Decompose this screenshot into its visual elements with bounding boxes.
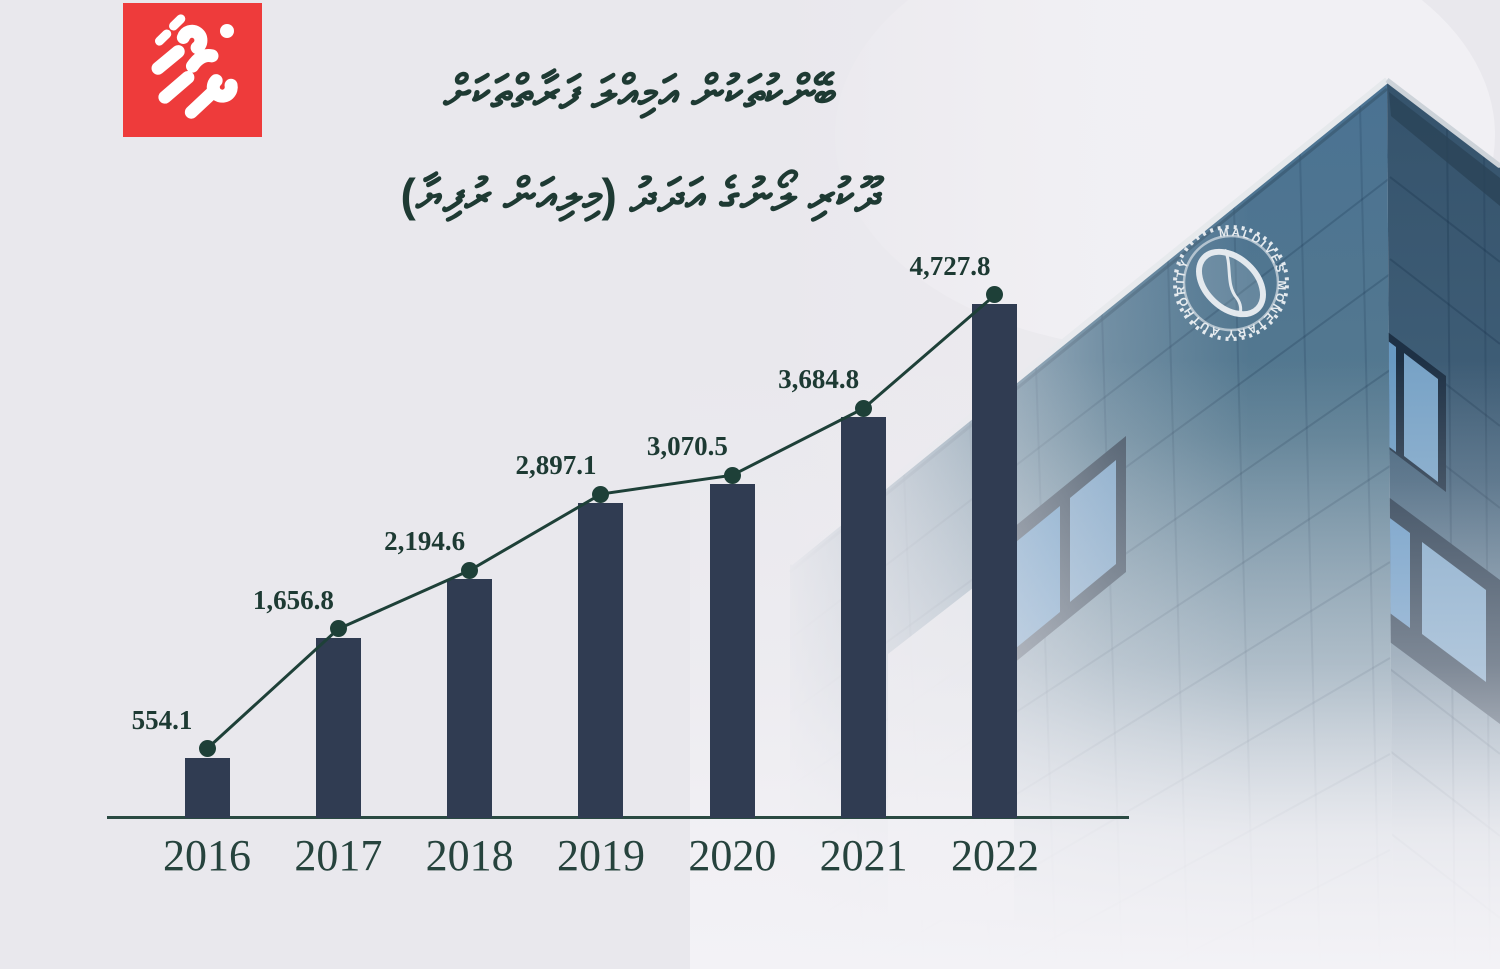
- bar-2020: [709, 484, 755, 818]
- point-2017: [329, 620, 347, 638]
- value-label-2019: 2,897.1: [515, 450, 597, 481]
- chart-title-line1: ބޭންކުތަކުން އަމިއްލަ ފަރާތްތަކަށް: [443, 66, 837, 118]
- value-label-2021: 3,684.8: [778, 364, 860, 395]
- mihaaru-logo-mark: [151, 14, 238, 119]
- chart-title-line2: ދޫކުރި ލޯނުގެ އަދަދު (މިލިއަން ރުފިޔާ): [400, 169, 880, 221]
- bar-2021: [841, 417, 887, 818]
- value-label-2022: 4,727.8: [909, 250, 991, 281]
- bar-2017: [315, 637, 361, 818]
- bar-2018: [447, 579, 493, 818]
- x-tick-2022: 2022: [950, 831, 1039, 880]
- x-tick-2016: 2016: [163, 831, 251, 880]
- mihaaru-logo: މިހާރު: [123, 3, 262, 137]
- point-2022: [986, 286, 1004, 304]
- point-2018: [461, 561, 479, 579]
- x-tick-2019: 2019: [556, 831, 645, 880]
- value-label-2016: 554.1: [131, 704, 193, 735]
- value-label-2018: 2,194.6: [384, 526, 466, 557]
- x-tick-2021: 2021: [819, 831, 908, 880]
- value-label-2020: 3,070.5: [646, 431, 728, 462]
- point-2016: [198, 740, 216, 758]
- x-tick-2018: 2018: [425, 831, 514, 880]
- x-tick-2017: 2017: [294, 831, 383, 880]
- bar-2016: [184, 757, 230, 818]
- point-2019: [592, 485, 610, 503]
- chart-title: ބޭންކުތަކުން އަމިއްލަ ފަރާތްތަކަށް ދޫކުރ…: [250, 36, 1030, 242]
- bar-2022: [972, 303, 1018, 818]
- point-2021: [855, 399, 873, 417]
- bar-2019: [578, 503, 624, 818]
- value-label-2017: 1,656.8: [252, 584, 334, 615]
- x-tick-2020: 2020: [688, 831, 777, 880]
- point-2020: [723, 466, 741, 484]
